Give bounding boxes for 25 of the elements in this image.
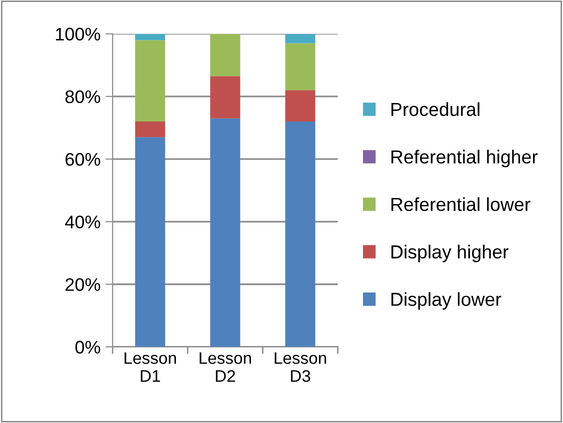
legend-label: Display higher bbox=[391, 244, 508, 262]
x-tick-label: Lesson D2 bbox=[200, 352, 251, 382]
y-tick-label: 100% bbox=[56, 28, 100, 41]
bar bbox=[135, 40, 166, 122]
y-tick-label: 0% bbox=[75, 340, 100, 354]
bar bbox=[135, 137, 166, 347]
x-tick-label: Lesson D1 bbox=[124, 352, 176, 382]
bar bbox=[210, 34, 240, 76]
bar bbox=[210, 76, 240, 118]
bar bbox=[285, 121, 316, 347]
bar bbox=[135, 121, 166, 138]
y-tick-label: 60% bbox=[66, 152, 100, 166]
bar bbox=[135, 34, 166, 40]
legend-label: Procedural bbox=[391, 102, 480, 116]
legend-label: Referential lower bbox=[391, 197, 530, 212]
y-tick-label: 40% bbox=[65, 216, 100, 228]
bar bbox=[285, 43, 316, 90]
y-tick-label: 80% bbox=[65, 90, 100, 104]
y-tick-label: 20% bbox=[66, 278, 100, 291]
x-tick-label: Lesson D3 bbox=[274, 352, 326, 382]
legend-label: Referential higher bbox=[391, 150, 538, 168]
bar bbox=[285, 90, 316, 122]
bar bbox=[285, 34, 316, 44]
bar bbox=[210, 118, 240, 347]
legend-label: Display lower bbox=[391, 292, 502, 310]
